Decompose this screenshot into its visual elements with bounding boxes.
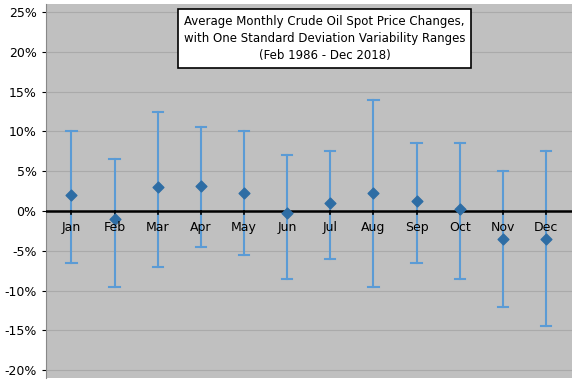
Point xyxy=(412,198,421,204)
Text: Nov: Nov xyxy=(491,220,515,233)
Point xyxy=(369,190,378,196)
Text: Oct: Oct xyxy=(449,220,471,233)
Text: Jan: Jan xyxy=(62,220,81,233)
Text: Average Monthly Crude Oil Spot Price Changes,
with One Standard Deviation Variab: Average Monthly Crude Oil Spot Price Cha… xyxy=(184,15,465,62)
Point xyxy=(240,190,249,196)
Point xyxy=(110,216,119,222)
Point xyxy=(67,192,76,198)
Point xyxy=(325,200,335,206)
Text: Jun: Jun xyxy=(278,220,297,233)
Point xyxy=(455,206,464,212)
Text: May: May xyxy=(231,220,257,233)
Point xyxy=(498,236,507,242)
Point xyxy=(153,184,162,190)
Text: Sep: Sep xyxy=(405,220,429,233)
Point xyxy=(282,210,291,217)
Text: Dec: Dec xyxy=(534,220,558,233)
Text: Jul: Jul xyxy=(323,220,338,233)
Text: Aug: Aug xyxy=(361,220,385,233)
Point xyxy=(541,236,551,242)
Point xyxy=(196,182,206,189)
Text: Apr: Apr xyxy=(190,220,211,233)
Text: Feb: Feb xyxy=(104,220,126,233)
Text: Mar: Mar xyxy=(146,220,169,233)
